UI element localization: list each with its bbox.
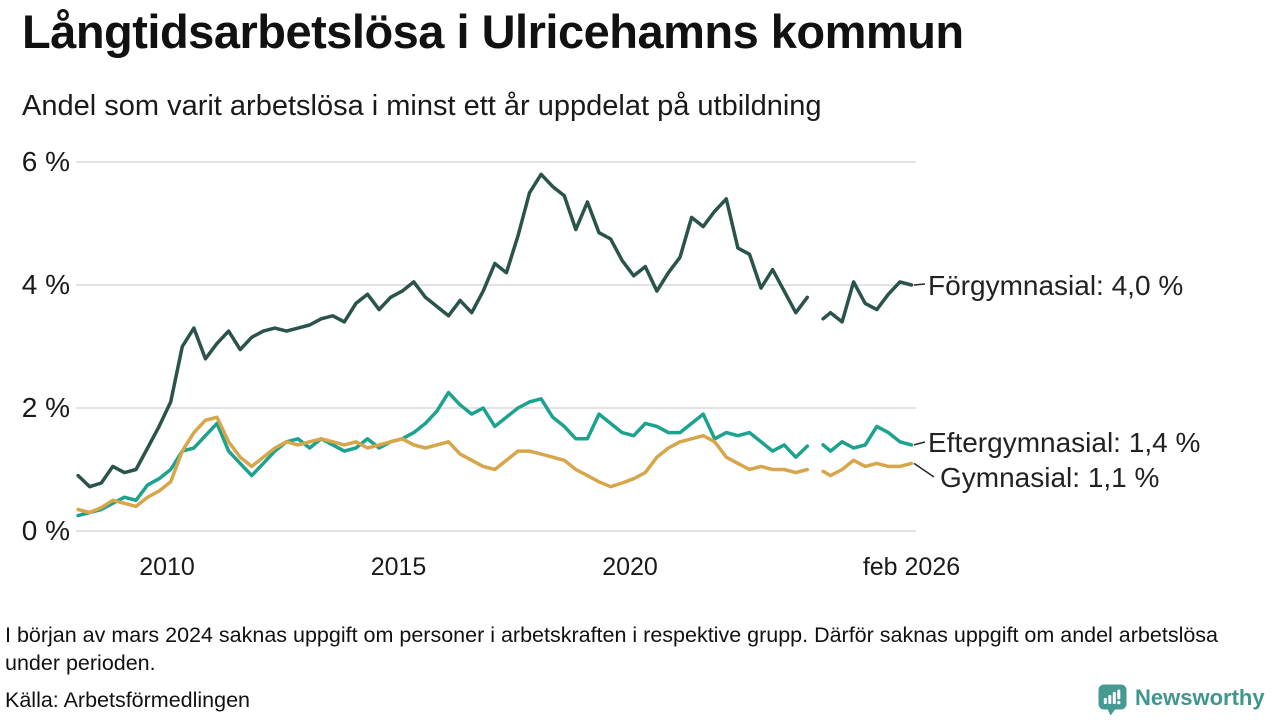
newsworthy-logo: Newsworthy [1098,684,1265,716]
y-tick-label: 4 % [21,269,70,300]
series-line-eftergymnasial [821,424,914,453]
label-connector [913,462,935,478]
page-title: Långtidsarbetslösa i Ulricehamns kommun [22,5,964,58]
footnote: I början av mars 2024 saknas uppgift om … [5,623,1219,675]
y-tick-label: 0 % [21,515,70,546]
x-tick-label: 2015 [370,553,427,581]
series-label-gymnasial: Gymnasial: 1,1 % [940,462,1160,493]
series-label-eftergymnasial: Eftergymnasial: 1,4 % [928,427,1201,458]
x-tick-label: feb 2026 [862,553,961,581]
label-connector [913,441,926,446]
source-credit: Källa: Arbetsförmedlingen [5,688,251,712]
series-line-eftergymnasial [76,390,810,518]
y-tick-label: 2 % [21,392,70,423]
series-line-gymnasial [821,458,914,478]
series-line-gymnasial [76,415,810,515]
series-label-forgymnasial: Förgymnasial: 4,0 % [928,270,1184,301]
series-line-förgymnasial [76,172,810,489]
x-tick-label: 2010 [139,553,195,581]
label-connector [913,283,926,286]
newsworthy-icon [1098,684,1127,716]
series-line-förgymnasial [821,280,914,324]
y-tick-label: 6 % [21,146,70,177]
newsworthy-wordmark: Newsworthy [1135,685,1265,710]
x-tick-label: 2020 [602,553,658,581]
chart-subtitle: Andel som varit arbetslösa i minst ett å… [22,90,822,122]
